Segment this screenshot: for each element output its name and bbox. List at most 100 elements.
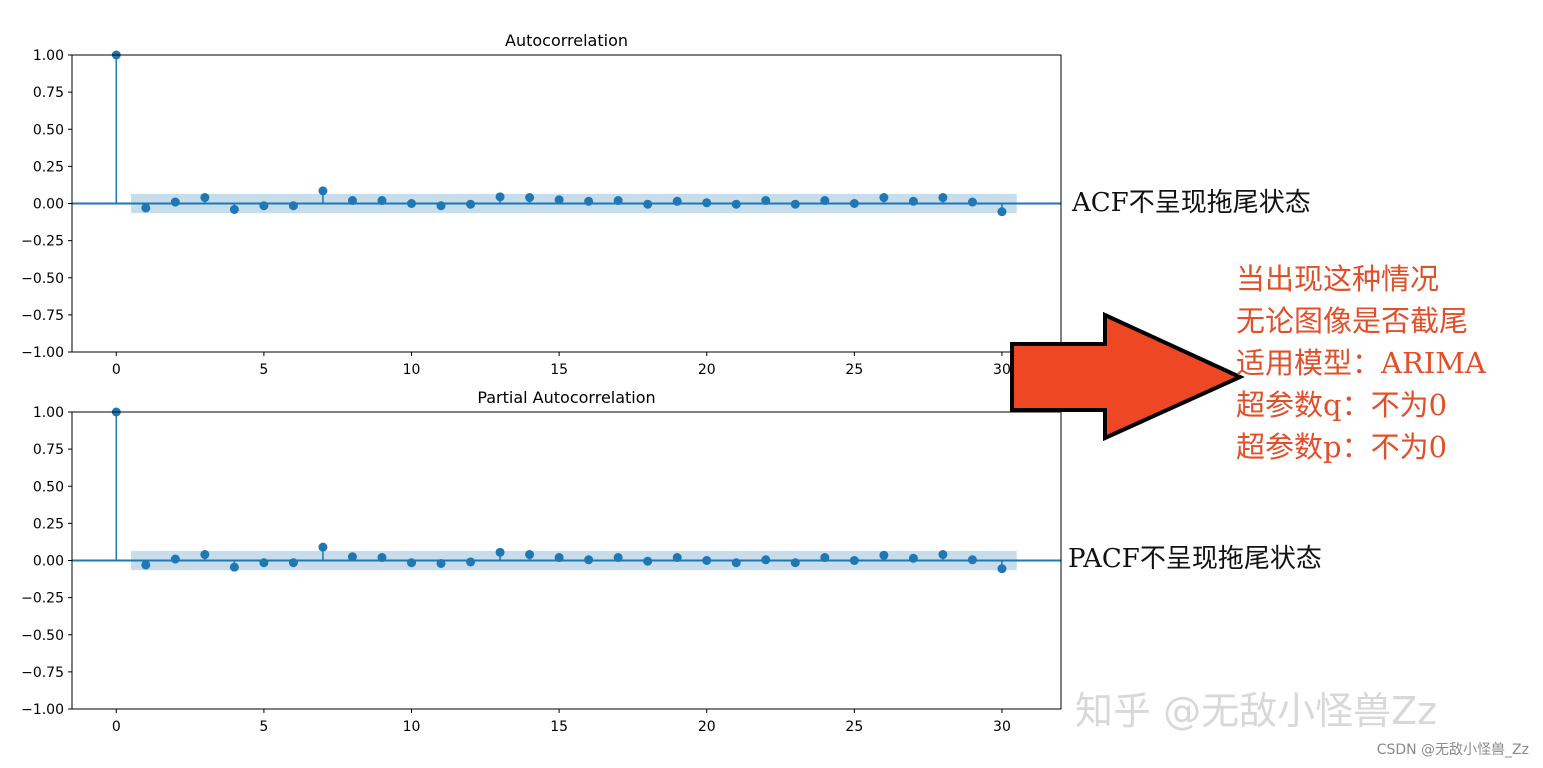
pacf-point bbox=[820, 553, 830, 563]
acf-ytick-label: 1.00 bbox=[33, 48, 64, 64]
pacf-ytick-label: 1.00 bbox=[33, 405, 64, 421]
pacf-point bbox=[761, 555, 771, 565]
acf-point bbox=[849, 199, 859, 208]
acf-point bbox=[436, 201, 446, 211]
acf-ytick-label: −0.50 bbox=[21, 271, 64, 287]
acf-point bbox=[908, 196, 918, 206]
pacf-ytick-label: 0.00 bbox=[33, 554, 64, 570]
acf-point bbox=[466, 199, 476, 209]
pacf-title: Partial Autocorrelation bbox=[477, 388, 655, 407]
advice-line: 当出现这种情况 bbox=[1236, 262, 1440, 296]
acf-point bbox=[525, 193, 535, 203]
advice-line: 超参数p：不为0 bbox=[1236, 430, 1448, 464]
pacf-point bbox=[672, 553, 682, 563]
pacf-note: PACF不呈现拖尾状态 bbox=[1068, 544, 1322, 574]
acf-point bbox=[584, 196, 594, 206]
pacf-ytick-label: −1.00 bbox=[21, 702, 64, 718]
pacf-point bbox=[377, 553, 387, 563]
pacf-point bbox=[495, 547, 505, 557]
acf-point bbox=[997, 207, 1007, 217]
pacf-point bbox=[997, 564, 1007, 574]
model-advice: 当出现这种情况 无论图像是否截尾 适用模型：ARIMA 超参数q：不为0 超参数… bbox=[1236, 258, 1486, 468]
pacf-point bbox=[554, 553, 564, 563]
pacf-xtick-label: 30 bbox=[993, 719, 1011, 735]
acf-ytick-label: 0.75 bbox=[33, 85, 64, 101]
pacf-point bbox=[347, 552, 357, 562]
pacf-point bbox=[318, 542, 328, 552]
acf-point bbox=[495, 192, 505, 202]
acf-point bbox=[554, 195, 564, 205]
pacf-point bbox=[288, 558, 298, 568]
advice-line: 适用模型：ARIMA bbox=[1236, 346, 1486, 380]
acf-point bbox=[702, 198, 712, 208]
pacf-xtick-label: 15 bbox=[550, 719, 568, 735]
pacf-point bbox=[908, 553, 918, 563]
pacf-point bbox=[938, 550, 948, 560]
acf-point bbox=[643, 199, 653, 209]
pacf-point bbox=[584, 555, 594, 565]
pacf-point bbox=[141, 560, 151, 570]
acf-xtick-label: 15 bbox=[550, 362, 568, 378]
pacf-point bbox=[967, 555, 977, 565]
acf-plot: Autocorrelation 1.00 0.75 0.50 0.25 0.00 −0.2… bbox=[21, 31, 1062, 378]
acf-ytick-label: −0.25 bbox=[21, 234, 64, 250]
advice-line: 无论图像是否截尾 bbox=[1236, 304, 1469, 338]
acf-point bbox=[761, 196, 771, 206]
acf-point bbox=[672, 196, 682, 206]
pacf-point bbox=[702, 556, 712, 565]
pacf-point bbox=[643, 556, 653, 566]
pacf-point bbox=[407, 558, 417, 568]
right-arrow-icon bbox=[1010, 311, 1245, 442]
pacf-ytick-label: −0.50 bbox=[21, 628, 64, 644]
acf-point bbox=[259, 201, 269, 211]
acf-point bbox=[731, 199, 741, 209]
acf-point bbox=[141, 203, 151, 213]
acf-ytick-label: −1.00 bbox=[21, 345, 64, 361]
acf-point bbox=[200, 193, 210, 203]
acf-point bbox=[613, 196, 623, 206]
pacf-point bbox=[731, 558, 741, 568]
pacf-point bbox=[525, 550, 535, 560]
pacf-point bbox=[790, 558, 800, 568]
acf-xtick-label: 20 bbox=[698, 362, 716, 378]
pacf-point bbox=[466, 557, 476, 567]
acf-point bbox=[967, 197, 977, 207]
pacf-point bbox=[170, 554, 180, 564]
pacf-point bbox=[613, 553, 623, 563]
pacf-xtick-label: 0 bbox=[112, 719, 121, 735]
acf-point bbox=[820, 196, 830, 206]
watermark: 知乎 @无敌小怪兽Zz bbox=[1075, 689, 1438, 733]
credit-label: CSDN @无敌小怪兽_Zz bbox=[1376, 742, 1529, 758]
acf-point bbox=[938, 193, 948, 203]
pacf-xtick-label: 10 bbox=[403, 719, 421, 735]
acf-point bbox=[879, 193, 889, 203]
acf-ytick-label: 0.25 bbox=[33, 159, 64, 175]
acf-xtick-label: 5 bbox=[259, 362, 268, 378]
acf-point bbox=[170, 197, 180, 207]
pacf-ytick-label: 0.75 bbox=[33, 442, 64, 458]
pacf-point bbox=[229, 562, 239, 572]
acf-xtick-label: 30 bbox=[993, 362, 1011, 378]
acf-point bbox=[288, 201, 298, 211]
advice-line: 超参数q：不为0 bbox=[1236, 388, 1448, 422]
acf-title: Autocorrelation bbox=[505, 31, 628, 50]
pacf-xtick-label: 20 bbox=[698, 719, 716, 735]
acf-note: ACF不呈现拖尾状态 bbox=[1072, 188, 1311, 218]
acf-xtick-label: 25 bbox=[845, 362, 863, 378]
pacf-point bbox=[200, 550, 210, 560]
pacf-point bbox=[879, 550, 889, 560]
acf-point bbox=[377, 196, 387, 206]
acf-ytick-label: −0.75 bbox=[21, 308, 64, 324]
acf-point bbox=[318, 186, 328, 196]
pacf-xtick-label: 25 bbox=[845, 719, 863, 735]
pacf-ytick-label: 0.50 bbox=[33, 479, 64, 495]
pacf-point bbox=[436, 558, 446, 568]
acf-point bbox=[407, 199, 417, 208]
acf-ytick-label: 0.00 bbox=[33, 197, 64, 213]
pacf-xtick-label: 5 bbox=[259, 719, 268, 735]
pacf-point bbox=[849, 556, 859, 565]
pacf-ytick-label: 0.25 bbox=[33, 516, 64, 532]
acf-xtick-label: 10 bbox=[403, 362, 421, 378]
acf-ytick-label: 0.50 bbox=[33, 122, 64, 138]
